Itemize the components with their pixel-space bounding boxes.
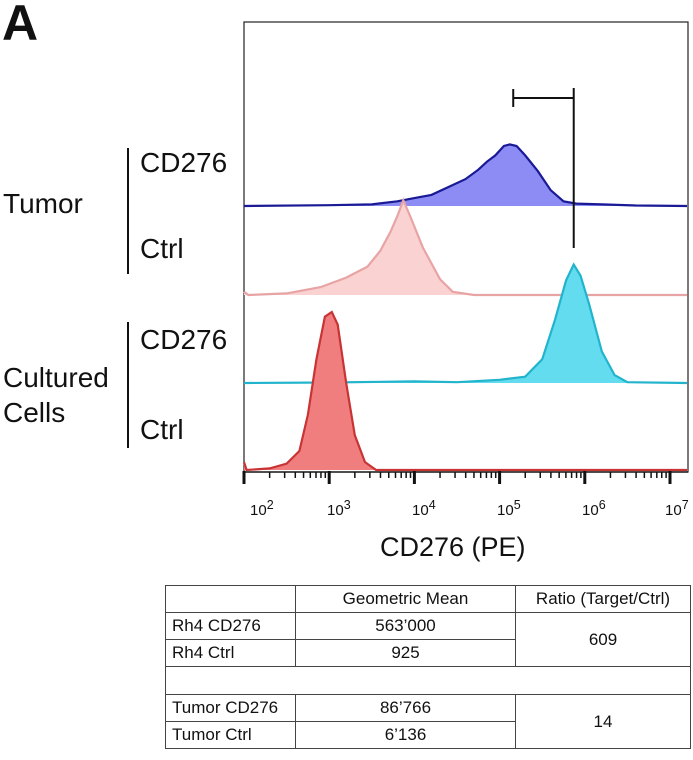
histogram-line-3 (242, 310, 687, 472)
x-tick-label: 105 (497, 498, 521, 519)
x-tick-label: 104 (412, 498, 436, 519)
row-label-tumor-ctrl: Ctrl (140, 233, 184, 264)
ratio-cell: 609 (515, 612, 691, 667)
row-label-tumor-cd276: CD276 (140, 147, 228, 178)
x-axis-label: CD276 (PE) (380, 532, 526, 562)
ratio-cell: 14 (515, 694, 691, 749)
group-bracket-tumor (127, 148, 129, 274)
histogram-line-1 (243, 197, 687, 297)
histogram-fill-3 (244, 312, 688, 470)
x-tick-label: 107 (665, 498, 689, 519)
histogram-fill-2 (244, 264, 688, 383)
table-spacer-row (165, 666, 691, 695)
group-label-cultured: Cultured (3, 362, 109, 393)
table-header-row: Geometric Mean Ratio (Target/Ctrl) (165, 585, 691, 613)
row-label-cultured-ctrl: Ctrl (140, 414, 184, 445)
x-tick-label: 102 (250, 498, 274, 519)
table-row: Tumor Ctrl 6’136 (165, 721, 691, 749)
table-row: Rh4 Ctrl 925 (165, 639, 691, 667)
x-tick-label: 103 (327, 498, 351, 519)
histogram-fill-1 (244, 200, 688, 295)
group-label-tumor: Tumor (3, 188, 83, 219)
geometric-mean-table: Geometric Mean Ratio (Target/Ctrl) Rh4 C… (165, 585, 691, 749)
panel-label: A (2, 0, 39, 51)
group-bracket-cultured (127, 322, 129, 448)
x-tick-label: 106 (582, 498, 606, 519)
table-row: Rh4 CD276 563’000 609 (165, 612, 691, 667)
histogram-line-2 (243, 262, 688, 385)
histogram-fill-0 (244, 144, 688, 206)
row-label-cultured-cd276: CD276 (140, 324, 228, 355)
histogram-plot (242, 21, 689, 484)
table-row: Tumor CD276 86’766 14 (165, 694, 691, 749)
histogram-line-0 (243, 143, 688, 208)
group-label-cells: Cells (3, 397, 66, 428)
